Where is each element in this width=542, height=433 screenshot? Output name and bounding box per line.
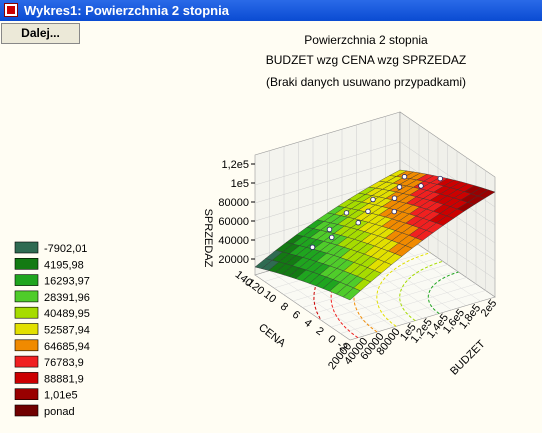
legend-swatch [14, 355, 39, 368]
chart-note: (Braki danych usuwano przypadkami) [266, 75, 466, 89]
legend-label: 28391,96 [44, 292, 90, 304]
floor-contour [376, 252, 431, 327]
legend-swatch [14, 257, 39, 270]
legend-swatch [14, 306, 39, 319]
floor-grid [311, 270, 458, 315]
x-tick-label: 0 [325, 333, 337, 346]
data-point [309, 244, 316, 250]
legend-swatch [14, 404, 39, 417]
data-point [365, 208, 371, 215]
z-tick-label: 60000 [218, 216, 249, 228]
legend-swatch [14, 339, 39, 352]
chart-title: Powierzchnia 2 stopnia [304, 33, 428, 47]
legend-label: ponad [44, 406, 75, 418]
data-point [391, 208, 397, 215]
legend-label: 1,01e5 [44, 390, 78, 402]
window-title: Wykres1: Powierzchnia 2 stopnia [24, 3, 229, 18]
surface [254, 169, 496, 301]
legend-swatch [14, 241, 39, 254]
z-tick-label: 80000 [218, 197, 249, 209]
legend-label: -7902,01 [44, 243, 87, 255]
legend-label: 76783,9 [44, 357, 84, 369]
legend-swatch [14, 388, 39, 401]
data-point [355, 220, 361, 226]
z-tick-label: 40000 [218, 235, 249, 247]
floor-grid [330, 283, 477, 328]
z-tick-label: 1e5 [231, 178, 249, 190]
data-point [401, 174, 408, 180]
legend-label: 52587,94 [44, 325, 90, 337]
app-icon [4, 3, 18, 17]
data-point [396, 184, 403, 190]
title-bar: Wykres1: Powierzchnia 2 stopnia [0, 0, 542, 21]
legend-label: 64685,94 [44, 341, 90, 353]
data-point [370, 196, 376, 203]
data-point [343, 210, 350, 216]
legend-swatch [14, 323, 39, 335]
wall-grid [254, 141, 401, 186]
y-axis-label: BUDZET [448, 338, 488, 378]
wall-grid [254, 159, 401, 204]
legend-label: 40489,95 [44, 308, 90, 320]
z-tick-label: 1,2e5 [221, 159, 249, 171]
x-tick-label: 4 [302, 317, 314, 330]
legend-swatch [14, 290, 39, 303]
chart-subtitle: BUDZET wzg CENA wzg SPRZEDAZ [266, 53, 466, 67]
floor-grid [340, 290, 486, 334]
x-tick-label: 6 [290, 309, 302, 322]
surface-patch [342, 287, 361, 301]
legend-label: 4195,98 [44, 259, 84, 271]
x-axis-label: CENA [256, 321, 288, 350]
data-point [329, 234, 335, 241]
legend-swatch [14, 274, 39, 286]
legend-label: 16293,97 [44, 276, 90, 288]
x-tick-label: 10 [261, 289, 278, 306]
next-button[interactable]: Dalej... [1, 23, 80, 44]
legend-label: 88881,9 [44, 373, 84, 385]
floor-grid [321, 277, 467, 321]
z-tick-label: 20000 [218, 254, 249, 266]
z-axis-label: SPRZEDAZ [202, 209, 214, 268]
x-tick-label: 8 [278, 301, 290, 314]
data-point [437, 175, 443, 182]
floor-contour [427, 271, 459, 314]
legend-swatch [14, 372, 39, 384]
x-tick-label: 2 [314, 325, 326, 338]
data-point [326, 226, 333, 233]
data-point [391, 195, 398, 201]
data-point [418, 183, 424, 189]
